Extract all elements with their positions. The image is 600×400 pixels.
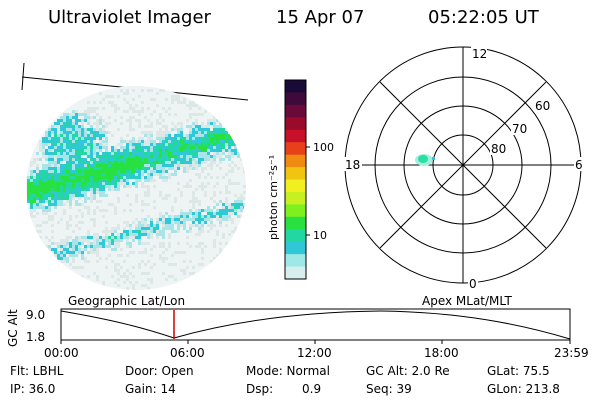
instrument-title: Ultraviolet Imager: [48, 7, 211, 28]
mlt-label-6: 6: [575, 158, 583, 172]
lat-label-70: 70: [512, 122, 527, 136]
timeline-ytick-1-8: 1.8: [26, 330, 45, 344]
glat-info: GLat: 75.5: [487, 364, 550, 378]
timeline-altitude-curve: [60, 310, 571, 340]
horizon-tick: [21, 62, 25, 91]
auroral-emission-pixels: [27, 89, 246, 290]
observation-time: 05:22:05 UT: [428, 7, 539, 28]
ip-info: IP: 36.0: [10, 382, 56, 396]
lat-label-60: 60: [535, 99, 550, 113]
timeline-right-title: Apex MLat/MLT: [422, 294, 512, 308]
timeline-xtick-2359: 23:59: [554, 346, 589, 360]
mlt-label-0: 0: [469, 277, 477, 291]
colorbar-label-10: 10: [313, 229, 327, 242]
timeline-xtick-0600: 06:00: [170, 346, 205, 360]
mlt-label-12: 12: [472, 47, 487, 61]
gc-alt-info: GC Alt: 2.0 Re: [366, 364, 450, 378]
timeline-y-axis-label: GC Alt: [6, 309, 20, 347]
auroral-image-disc: [26, 86, 246, 290]
polar-diagonal-2: [379, 81, 547, 249]
colorbar-frame: [284, 79, 307, 280]
seq-info: Seq: 39: [366, 382, 412, 396]
colorbar-unit-label: photon cm⁻²s⁻¹: [267, 155, 280, 240]
timeline-left-title: Geographic Lat/Lon: [68, 294, 185, 308]
observation-date: 15 Apr 07: [276, 7, 365, 28]
glon-info: GLon: 213.8: [487, 382, 560, 396]
dsp-value: 0.9: [302, 382, 322, 396]
lat-label-80: 80: [491, 142, 506, 156]
gain-info: Gain: 14: [125, 382, 176, 396]
filter-info: Flt: LBHL: [10, 364, 64, 378]
timeline-xtick-1800: 18:00: [424, 346, 459, 360]
door-info: Door: Open: [125, 364, 194, 378]
timeline-xtick-0000: 00:00: [44, 346, 79, 360]
mode-info: Mode: Normal: [246, 364, 330, 378]
polar-auroral-spot: [415, 154, 435, 166]
colorbar-gradient: [285, 80, 306, 280]
timeline-ytick-9: 9.0: [26, 308, 45, 322]
mlt-label-18: 18: [345, 158, 360, 172]
colorbar-label-100: 100: [313, 141, 334, 154]
timeline-xtick-1200: 12:00: [297, 346, 332, 360]
dsp-label: Dsp:: [246, 382, 274, 396]
